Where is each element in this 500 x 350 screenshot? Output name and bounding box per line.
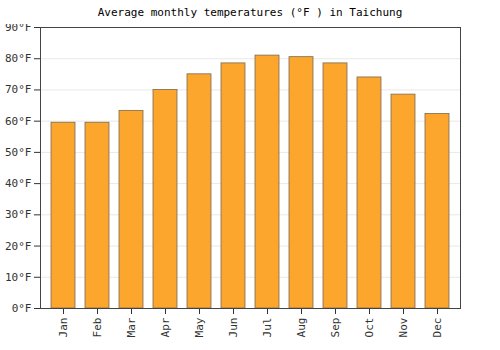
html-text:Average monthly temperatures (: Average monthly temperatures (°F ) in Ta…: [97, 6, 403, 19]
svg-text:Dec: Dec: [431, 318, 444, 338]
svg-text:40°F: 40°F: [5, 177, 32, 190]
svg-text:Jul: Jul: [261, 318, 274, 338]
svg-text:Feb: Feb: [91, 318, 104, 338]
svg-text:50°F: 50°F: [5, 146, 32, 159]
svg-text:90°F: 90°F: [5, 24, 32, 34]
svg-text:10°F: 10°F: [5, 271, 32, 284]
svg-text:Nov: Nov: [397, 317, 410, 337]
svg-text:Mar: Mar: [125, 317, 138, 337]
svg-text:60°F: 60°F: [5, 115, 32, 128]
svg-text:May: May: [193, 317, 206, 337]
svg-text:Sep: Sep: [329, 318, 342, 338]
svg-text:30°F: 30°F: [5, 208, 32, 221]
svg-text:0°F: 0°F: [12, 302, 32, 315]
svg-text:Oct: Oct: [363, 318, 376, 338]
svg-text:Apr: Apr: [159, 317, 172, 337]
svg-text:Jan: Jan: [57, 318, 70, 338]
svg-text:Aug: Aug: [295, 318, 308, 338]
svg-text:Jun: Jun: [227, 318, 240, 338]
svg-text:70°F: 70°F: [5, 83, 32, 96]
svg-text:20°F: 20°F: [5, 240, 32, 253]
svg-text:80°F: 80°F: [5, 52, 32, 65]
